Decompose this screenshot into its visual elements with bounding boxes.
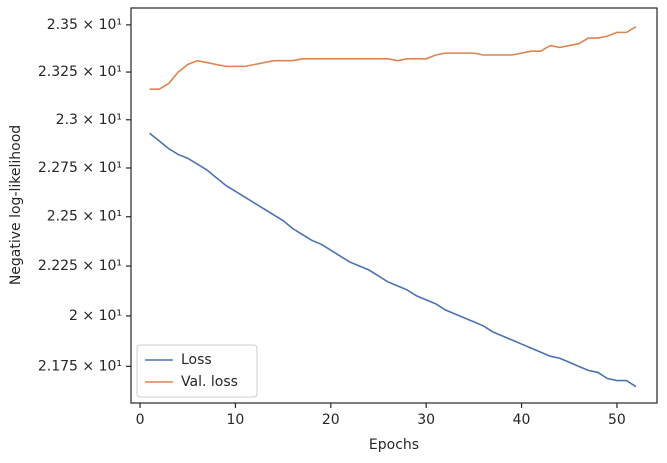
axes-frame bbox=[130, 7, 658, 404]
x-tick-label: 50 bbox=[608, 412, 626, 428]
y-tick-label: 2.175 × 10¹ bbox=[38, 358, 122, 374]
legend: Loss Val. loss bbox=[136, 344, 258, 398]
x-tick-label: 20 bbox=[322, 412, 340, 428]
y-axis-label: Negative log-likelihood bbox=[8, 125, 24, 285]
y-tick-label: 2.35 × 10¹ bbox=[47, 17, 122, 33]
data-line bbox=[149, 26, 637, 90]
y-tick-label: 2.225 × 10¹ bbox=[38, 258, 122, 274]
y-tick-label: 2 × 10¹ bbox=[69, 308, 122, 324]
data-line bbox=[149, 132, 637, 388]
x-axis-label: Epochs bbox=[369, 437, 419, 453]
y-tick-label: 2.3 × 10¹ bbox=[56, 112, 122, 128]
x-tick-label: 40 bbox=[513, 412, 531, 428]
legend-label: Loss bbox=[181, 352, 212, 368]
x-tick-label: 0 bbox=[136, 412, 145, 428]
y-tick-label: 2.25 × 10¹ bbox=[47, 209, 122, 225]
y-tick-label: 2.325 × 10¹ bbox=[38, 64, 122, 80]
legend-label: Val. loss bbox=[181, 374, 238, 390]
legend-box bbox=[136, 344, 258, 398]
x-tick-label: 10 bbox=[227, 412, 245, 428]
x-tick-label: 30 bbox=[417, 412, 435, 428]
y-tick-label: 2.275 × 10¹ bbox=[38, 160, 122, 176]
